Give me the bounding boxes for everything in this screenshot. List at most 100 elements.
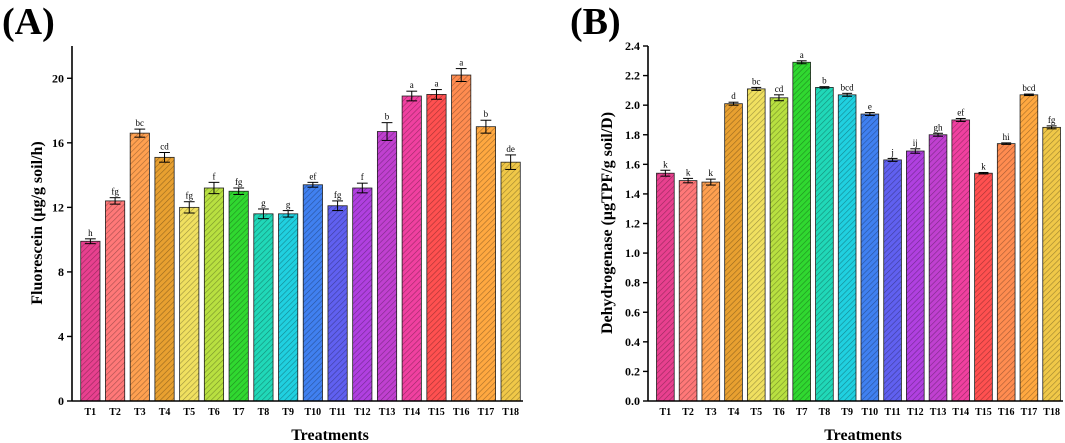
y-axis-title-b: Dehydrogenase (μgTPF/g soil/D): [599, 112, 616, 334]
sig-letter-b-T16: hi: [1003, 132, 1011, 142]
xtick-label-a-T6: T6: [208, 407, 220, 418]
bar-hatch-b-T18: [1042, 127, 1061, 402]
xtick-label-a-T10: T10: [305, 407, 322, 418]
ytick-label-b-6: 1.2: [625, 217, 640, 231]
ytick-label-a-1: 4: [58, 329, 64, 343]
xtick-label-a-T17: T17: [478, 407, 495, 418]
bar-hatch-b-T7: [792, 62, 811, 401]
ytick-label-a-4: 16: [52, 136, 64, 150]
xtick-label-a-T5: T5: [183, 407, 195, 418]
xtick-label-b-T8: T8: [819, 407, 831, 418]
ytick-label-b-9: 1.8: [625, 128, 640, 142]
bar-hatch-b-T9: [838, 94, 857, 401]
sig-letter-b-T11: j: [890, 147, 894, 157]
ytick-label-a-0: 0: [58, 394, 64, 408]
chart-panel-b: (B) k k k d bc cd a b bcd e j ij gh ef k hi bcd fg 0.0 0.2…: [570, 1, 1063, 443]
sig-letter-a-T13: b: [385, 112, 390, 122]
bar-hatch-b-T15: [974, 173, 993, 401]
bar-hatch-a-T12: [352, 188, 372, 401]
sig-letter-a-T3: bc: [136, 118, 145, 128]
bar-hatch-b-T1: [656, 173, 675, 401]
bar-hatch-a-T15: [426, 94, 447, 401]
sig-letter-b-T10: e: [868, 102, 872, 112]
xtick-label-a-T13: T13: [379, 407, 396, 418]
sig-letter-a-T6: f: [212, 171, 215, 181]
xtick-label-b-T11: T11: [885, 407, 901, 418]
sig-letter-b-T12: ij: [913, 138, 918, 148]
sig-letter-b-T7: a: [800, 50, 804, 60]
bar-hatch-a-T14: [402, 96, 422, 401]
bar-hatch-b-T11: [883, 159, 902, 401]
xtick-label-a-T14: T14: [403, 407, 420, 418]
xtick-label-b-T16: T16: [998, 407, 1015, 418]
ytick-label-b-2: 0.4: [625, 335, 640, 349]
ytick-label-b-3: 0.6: [625, 305, 640, 319]
sig-letter-a-T12: f: [361, 172, 364, 182]
xtick-label-a-T4: T4: [159, 407, 171, 418]
bar-hatch-a-T9: [278, 213, 298, 401]
sig-letter-a-T4: cd: [160, 142, 169, 152]
bars-a: h fg bc cd fg f fg g g ef fg f b a a a b de: [80, 58, 521, 402]
bar-hatch-b-T8: [815, 87, 834, 402]
sig-letter-b-T2: k: [686, 167, 691, 177]
bar-hatch-b-T4: [724, 103, 743, 401]
sig-letter-b-T4: d: [731, 91, 736, 101]
xtick-label-a-T15: T15: [428, 407, 445, 418]
xtick-label-a-T3: T3: [134, 407, 146, 418]
sig-letter-b-T13: gh: [934, 122, 944, 132]
sig-letter-a-T1: h: [88, 228, 93, 238]
xtick-label-a-T16: T16: [453, 407, 470, 418]
bar-hatch-b-T14: [951, 119, 970, 401]
ytick-label-b-0: 0.0: [625, 394, 640, 408]
ytick-label-b-1: 0.2: [625, 364, 640, 378]
ytick-label-b-11: 2.2: [625, 69, 640, 83]
bar-hatch-a-T2: [105, 200, 125, 401]
bar-hatch-b-T12: [906, 151, 925, 401]
sig-letter-a-T17: b: [484, 109, 489, 119]
sig-letter-a-T5: fg: [186, 191, 194, 201]
bar-hatch-a-T13: [377, 131, 397, 402]
xtick-label-b-T5: T5: [750, 407, 762, 418]
bar-hatch-a-T5: [179, 207, 199, 401]
xtick-label-a-T11: T11: [330, 407, 346, 418]
sig-letter-a-T10: ef: [309, 171, 316, 181]
xtick-label-b-T17: T17: [1021, 407, 1038, 418]
sig-letter-a-T15: a: [434, 79, 438, 89]
x-axis-title-a: Treatments: [291, 427, 369, 443]
bar-hatch-a-T6: [204, 188, 224, 401]
sig-letter-b-T3: k: [709, 168, 714, 178]
bar-hatch-a-T3: [130, 133, 150, 402]
bar-hatch-a-T1: [80, 241, 101, 401]
xticks-b: T1 T2 T3 T4 T5 T6 T7 T8 T9 T10 T11 T12 T13 T14 T15 T16 T…: [660, 407, 1060, 418]
xtick-label-b-T7: T7: [796, 407, 808, 418]
xtick-label-b-T15: T15: [975, 407, 992, 418]
xtick-label-b-T9: T9: [841, 407, 853, 418]
sig-letter-b-T1: k: [663, 159, 668, 169]
panel-label-b: (B): [570, 1, 621, 43]
y-axis-title-a: Fluorescein (μg/g soil/h): [29, 141, 46, 304]
bar-hatch-a-T18: [500, 162, 521, 401]
xtick-label-b-T18: T18: [1043, 407, 1060, 418]
bar-hatch-a-T11: [327, 205, 348, 401]
xtick-label-b-T1: T1: [660, 407, 672, 418]
sig-letter-b-T17: bcd: [1022, 83, 1035, 93]
sig-letter-a-T2: fg: [111, 187, 119, 197]
xtick-label-b-T4: T4: [728, 407, 740, 418]
xticks-a: T1 T2 T3 T4 T5 T6 T7 T8 T9 T10 T11 T12 T13 T14 T15 T16 T…: [85, 407, 519, 418]
ytick-label-b-12: 2.4: [625, 39, 640, 53]
bar-hatch-b-T3: [701, 182, 720, 401]
ytick-label-a-2: 8: [58, 265, 64, 279]
x-axis-title-b: Treatments: [824, 427, 902, 443]
ytick-label-a-5: 20: [52, 71, 64, 85]
sig-letter-b-T5: bc: [752, 76, 761, 86]
xtick-label-a-T2: T2: [109, 407, 121, 418]
ytick-label-b-4: 0.8: [625, 276, 640, 290]
sig-letter-b-T8: b: [822, 76, 827, 86]
bar-hatch-b-T5: [747, 88, 766, 401]
sig-letter-a-T9: g: [286, 200, 291, 210]
xtick-label-b-T12: T12: [907, 407, 924, 418]
bar-hatch-b-T16: [997, 143, 1016, 401]
bar-hatch-a-T16: [451, 75, 471, 401]
xtick-label-b-T6: T6: [773, 407, 785, 418]
sig-letter-a-T11: fg: [334, 190, 342, 200]
